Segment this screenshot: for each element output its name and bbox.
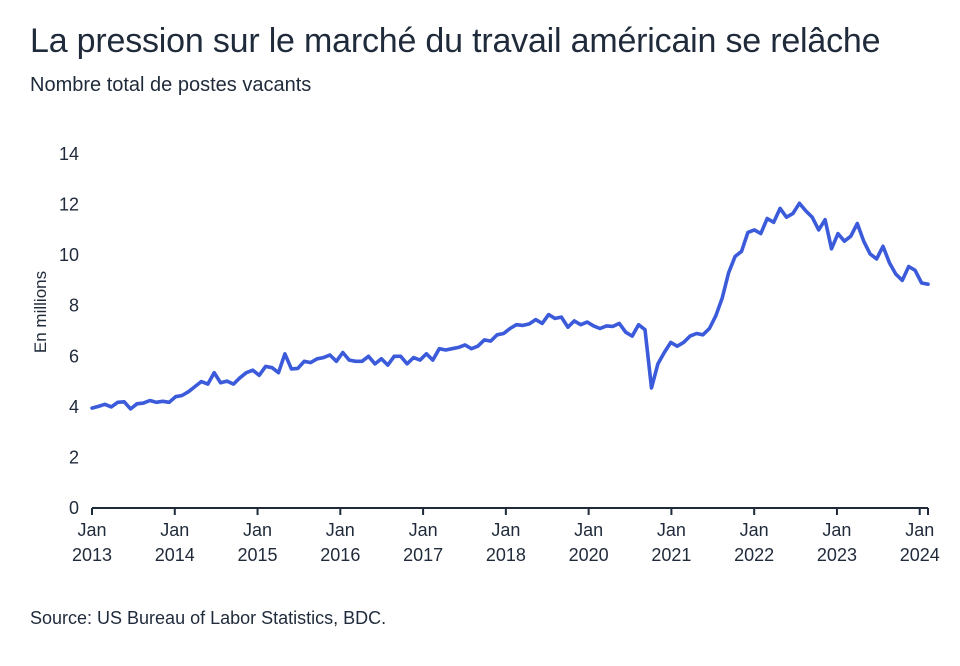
series-line	[90, 201, 930, 411]
y-tick-label: 12	[59, 195, 79, 215]
x-tick-label-year: 2018	[486, 545, 526, 565]
y-tick-label: 0	[69, 498, 79, 518]
x-tick-label-month: Jan	[740, 520, 769, 540]
chart-title: La pression sur le marché du travail amé…	[30, 22, 881, 60]
x-tick-label-year: 2013	[72, 545, 112, 565]
x-tick-label-month: Jan	[657, 520, 686, 540]
y-tick-label: 8	[69, 296, 79, 316]
y-tick-label: 6	[69, 346, 79, 366]
x-tick-label-month: Jan	[822, 520, 851, 540]
x-tick-label-month: Jan	[326, 520, 355, 540]
x-tick-label-month: Jan	[77, 520, 106, 540]
y-tick-label: 10	[59, 245, 79, 265]
y-axis: 0 2 4 6 8 10 12 14	[59, 144, 79, 518]
x-tick-label-year: 2017	[403, 545, 443, 565]
x-tick-label-year: 2021	[651, 545, 691, 565]
x-tick-label-month: Jan	[574, 520, 603, 540]
x-tick-label-year: 2015	[238, 545, 278, 565]
x-axis: Jan 2013 Jan 2014 Jan 2015 Jan 2016 Jan 2017 Jan 20…	[72, 507, 940, 565]
x-tick-label-month: Jan	[160, 520, 189, 540]
x-tick-label-month: Jan	[491, 520, 520, 540]
x-tick-label-year: 2023	[817, 545, 857, 565]
y-tick-label: 14	[59, 144, 79, 164]
y-tick-label: 2	[69, 447, 79, 467]
x-tick-label-month: Jan	[409, 520, 438, 540]
x-tick-label-month: Jan	[243, 520, 272, 540]
source-note: Source: US Bureau of Labor Statistics, B…	[30, 608, 387, 628]
x-tick-label-year: 2016	[320, 545, 360, 565]
y-tick-label: 4	[69, 397, 79, 417]
x-tick-label-year: 2022	[734, 545, 774, 565]
x-tick-label-year: 2020	[569, 545, 609, 565]
chart-subtitle: Nombre total de postes vacants	[30, 74, 312, 96]
x-tick-label-month: Jan	[905, 520, 934, 540]
y-axis-title: En millions	[31, 271, 50, 353]
x-tick-label-year: 2024	[900, 545, 940, 565]
x-tick-label-year: 2014	[155, 545, 195, 565]
